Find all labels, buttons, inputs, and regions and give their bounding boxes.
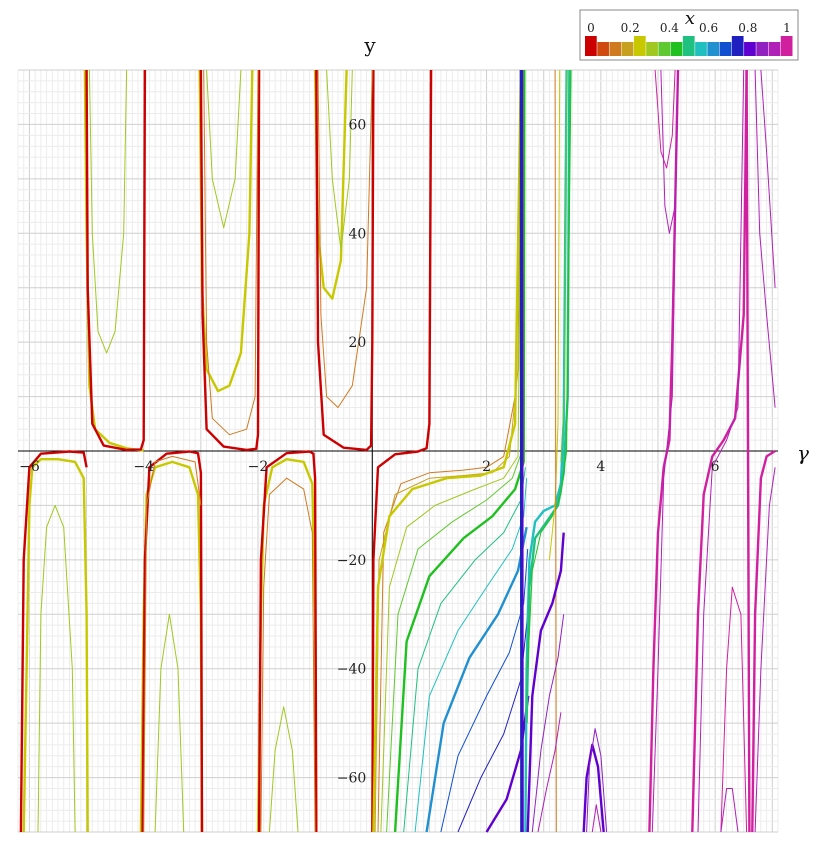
x-tick-label: 4 [596,459,605,475]
series-curve-48 [591,804,602,833]
series-curve-56 [720,788,739,833]
legend-swatch [585,36,597,56]
series-curve-16 [206,69,242,229]
y-tick-label: 60 [348,117,366,133]
legend-swatch [744,42,756,56]
x-tick-label: 6 [711,459,720,475]
y-tick-label: 40 [348,226,366,242]
legend-swatch [609,42,622,56]
series-curve-42 [554,69,557,833]
series-curve-26 [380,69,523,833]
series-curve-44 [531,614,565,833]
series-curve-45 [537,712,562,833]
legend-tick-label: 0.4 [660,21,679,35]
series-curve-51 [654,69,676,169]
series-curve-39 [527,69,572,669]
series-curve-55 [720,586,748,833]
series-curve-25 [372,69,523,833]
y-tick-label: −40 [337,662,367,678]
series-curve-59 [754,69,776,408]
series-curve-12 [371,69,433,833]
x-tick-label: 2 [482,459,491,475]
legend-swatch [695,42,707,56]
series-curve-40 [560,69,568,462]
x-tick-label: −4 [133,459,154,475]
series-curve-6 [19,450,88,833]
x-tick-label: −6 [19,459,40,475]
legend-swatch [646,42,658,56]
x-axis-title: γ [797,441,809,465]
y-tick-label: −20 [337,553,367,569]
legend-swatch [719,42,732,56]
series-curve-60 [754,467,776,833]
series-curve-61 [760,69,776,288]
tick-labels: −6 −4 −2 2 4 6 −60 −40 −20 20 40 60 [19,117,720,786]
series-curve-58 [751,449,776,833]
series-curve-50 [651,69,679,833]
y-tick-label: 20 [348,335,366,351]
legend-swatch [756,42,769,56]
series-curve-11 [315,69,375,452]
legend-swatches [585,36,793,56]
series-curve-30 [414,478,528,833]
y-tick-label: −60 [337,771,367,787]
series-curve-53 [691,69,748,833]
legend-swatch [597,42,609,56]
series-curve-20 [260,477,316,833]
legend-swatch [633,36,646,56]
series-layer [19,69,776,833]
series-curve-4 [256,458,318,833]
legend-tick-label: 1 [783,21,791,35]
y-axis-title: y [363,33,376,57]
series-curve-0 [22,458,89,833]
legend-swatch [780,36,793,56]
series-curve-19 [203,69,259,436]
x-tick-label: −2 [248,459,269,475]
legend-swatch [621,42,634,56]
legend-tick-label: 0.6 [699,21,718,35]
legend-title: x [685,8,695,29]
series-curve-36 [519,69,523,833]
legend-swatch [707,42,720,56]
series-curve-18 [326,69,353,251]
series-curve-54 [697,69,745,833]
series-curve-3 [198,69,254,393]
legend-swatch [682,36,695,56]
legend-swatch [658,42,671,56]
series-curve-57 [745,69,751,833]
series-curve-21 [317,69,373,408]
legend-tick-labels: 0 0.2 0.4 0.6 0.8 1 [587,21,791,35]
series-curve-9 [199,69,261,452]
series-curve-17 [268,706,299,833]
series-curve-49 [648,69,680,833]
legend-tick-label: 0.2 [621,21,640,35]
series-curve-41 [548,69,561,560]
legend-swatch [768,42,781,56]
legend-swatch [670,42,683,56]
series-curve-14 [88,69,128,354]
legend-tick-label: 0 [587,21,595,35]
series-curve-22 [143,455,202,833]
series-curve-47 [586,728,608,833]
series-curve-13 [37,504,76,833]
series-curve-15 [154,613,185,833]
series-curve-52 [660,69,679,234]
series-curve-7 [85,69,147,452]
series-curve-34 [485,695,530,833]
legend-tick-label: 0.8 [738,21,757,35]
series-curve-31 [425,526,528,833]
series-curve-10 [257,450,318,833]
series-curve-32 [440,548,529,833]
series-curve-43 [526,532,565,833]
legend-swatch [731,36,744,56]
series-curve-8 [141,450,204,833]
colorbar-legend: x 0 0.2 0.4 0.6 0.8 1 [579,8,799,61]
